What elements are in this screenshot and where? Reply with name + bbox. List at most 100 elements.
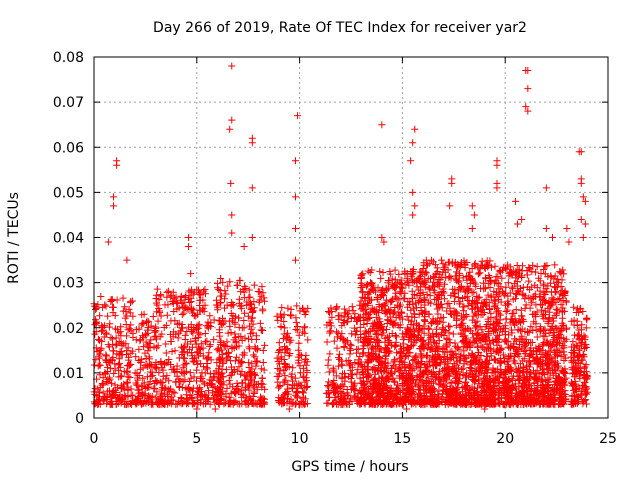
data-point bbox=[241, 309, 249, 317]
data-point bbox=[512, 306, 520, 314]
data-point bbox=[281, 399, 289, 407]
data-point bbox=[253, 386, 261, 394]
data-point bbox=[492, 308, 500, 316]
data-point bbox=[405, 326, 413, 334]
data-point bbox=[296, 362, 304, 370]
data-point bbox=[103, 330, 111, 338]
data-point bbox=[227, 389, 235, 397]
data-point bbox=[168, 347, 176, 355]
data-point bbox=[412, 352, 420, 360]
data-point bbox=[527, 323, 535, 331]
data-point bbox=[194, 310, 202, 318]
data-point bbox=[237, 332, 245, 340]
x-tick-label: 0 bbox=[90, 431, 99, 447]
data-point bbox=[466, 387, 474, 395]
data-point bbox=[232, 389, 240, 397]
data-point bbox=[429, 361, 437, 369]
data-point bbox=[335, 385, 343, 393]
data-point bbox=[392, 314, 400, 322]
data-point bbox=[240, 324, 248, 332]
data-point bbox=[567, 353, 575, 361]
data-point bbox=[351, 393, 359, 401]
data-point bbox=[332, 400, 340, 408]
data-point bbox=[462, 378, 470, 386]
data-point bbox=[376, 388, 384, 396]
data-point bbox=[581, 336, 589, 344]
data-point bbox=[261, 297, 269, 305]
data-point bbox=[471, 395, 479, 403]
data-point bbox=[542, 349, 550, 357]
data-point bbox=[503, 300, 511, 308]
data-point bbox=[537, 382, 545, 390]
data-point bbox=[325, 318, 333, 326]
data-point bbox=[454, 344, 462, 352]
data-point bbox=[187, 374, 195, 382]
data-point bbox=[401, 353, 409, 361]
data-point bbox=[487, 352, 495, 360]
data-point bbox=[146, 344, 154, 352]
data-point bbox=[561, 368, 569, 376]
data-point bbox=[375, 353, 383, 361]
data-point bbox=[495, 267, 503, 275]
data-point bbox=[547, 272, 555, 280]
data-point bbox=[526, 395, 534, 403]
data-point bbox=[472, 324, 480, 332]
data-point bbox=[402, 281, 410, 289]
data-point bbox=[246, 300, 254, 308]
data-point bbox=[544, 365, 552, 373]
data-point bbox=[452, 350, 460, 358]
data-point bbox=[501, 337, 509, 345]
data-point bbox=[206, 376, 214, 384]
data-point bbox=[179, 344, 187, 352]
data-point bbox=[393, 381, 401, 389]
data-point bbox=[549, 298, 557, 306]
data-point bbox=[341, 373, 349, 381]
data-point bbox=[99, 397, 107, 405]
data-point bbox=[226, 278, 234, 286]
data-point bbox=[344, 392, 352, 400]
data-point bbox=[280, 367, 288, 375]
data-point bbox=[435, 375, 443, 383]
data-point bbox=[171, 347, 179, 355]
data-point bbox=[252, 345, 260, 353]
data-point bbox=[513, 400, 521, 408]
data-point bbox=[543, 339, 551, 347]
data-point bbox=[563, 224, 571, 232]
data-point bbox=[385, 277, 393, 285]
data-point bbox=[432, 374, 440, 382]
data-point bbox=[392, 289, 400, 297]
data-point bbox=[524, 107, 532, 115]
data-point bbox=[282, 332, 290, 340]
data-point bbox=[573, 322, 581, 330]
x-tick-label: 25 bbox=[599, 431, 617, 447]
data-point bbox=[245, 368, 253, 376]
data-point bbox=[427, 274, 435, 282]
data-point bbox=[301, 378, 309, 386]
data-point bbox=[381, 334, 389, 342]
y-tick-label: 0.08 bbox=[53, 50, 84, 66]
data-point bbox=[480, 299, 488, 307]
data-point bbox=[251, 343, 259, 351]
data-point bbox=[303, 384, 311, 392]
data-point bbox=[436, 353, 444, 361]
data-point bbox=[121, 303, 129, 311]
data-point bbox=[568, 382, 576, 390]
data-point bbox=[485, 325, 493, 333]
y-tick-label: 0.05 bbox=[53, 185, 84, 201]
data-point bbox=[455, 287, 463, 295]
data-point bbox=[140, 333, 148, 341]
data-point bbox=[124, 386, 132, 394]
data-point bbox=[562, 297, 570, 305]
data-point bbox=[140, 343, 148, 351]
data-point bbox=[439, 318, 447, 326]
data-point bbox=[219, 373, 227, 381]
data-point bbox=[246, 293, 254, 301]
data-point bbox=[508, 377, 516, 385]
data-point bbox=[524, 85, 532, 93]
data-point bbox=[437, 314, 445, 322]
data-point bbox=[258, 283, 266, 291]
data-point bbox=[366, 379, 374, 387]
data-point bbox=[237, 390, 245, 398]
data-point bbox=[576, 374, 584, 382]
data-point bbox=[419, 396, 427, 404]
